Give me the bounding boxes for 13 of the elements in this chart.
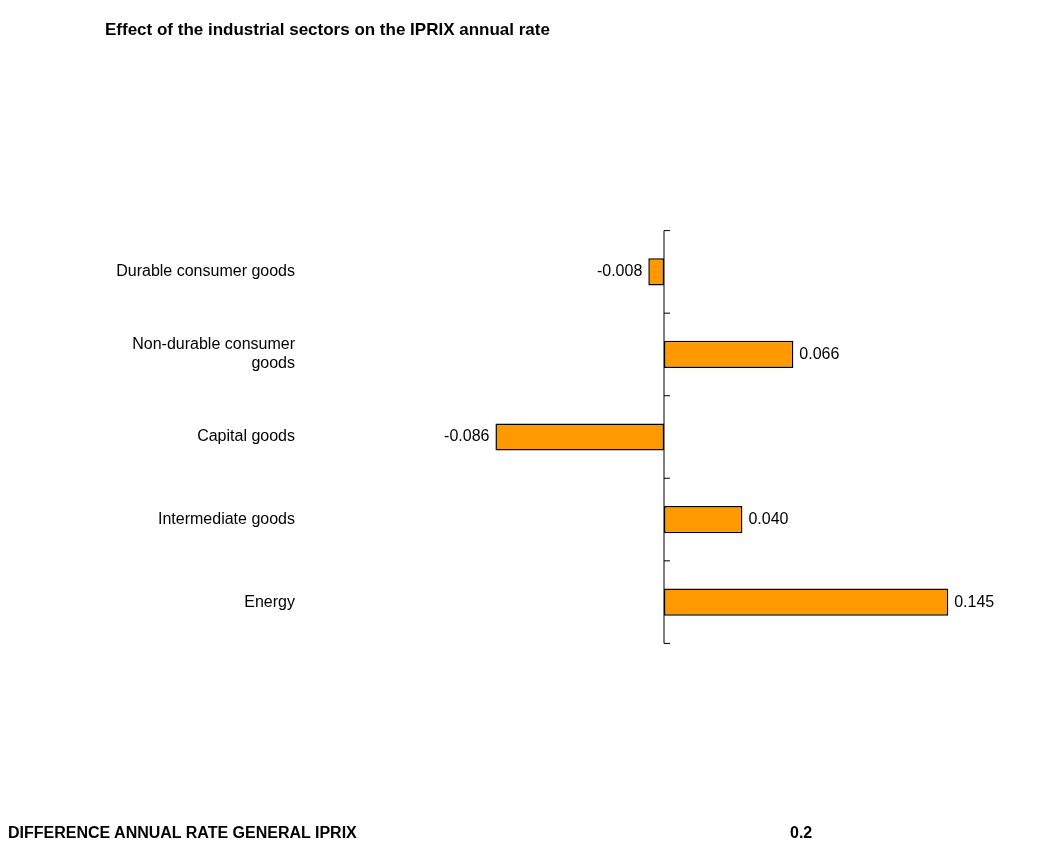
y-tick-label: Capital goods xyxy=(197,427,295,445)
data-label: 0.066 xyxy=(799,344,840,362)
data-label: -0.008 xyxy=(596,262,643,280)
y-tick-label: Durable consumer goods xyxy=(116,262,295,280)
data-label: -0.086 xyxy=(444,427,490,445)
y-tick-label: Intermediate goods xyxy=(158,509,295,527)
text: DIFFERENCE ANNUAL RATE GENERAL IPRIX xyxy=(8,824,357,842)
text: Effect of the industrial sectors on the IPRIX annual rate xyxy=(104,19,551,41)
data-label: 0.145 xyxy=(954,592,995,610)
text: 0.2 xyxy=(790,824,813,842)
y-tick-label: Non-durable consumer goods xyxy=(132,335,296,372)
data-label: 0.040 xyxy=(748,509,789,527)
y-tick-label: Energy xyxy=(244,592,295,610)
